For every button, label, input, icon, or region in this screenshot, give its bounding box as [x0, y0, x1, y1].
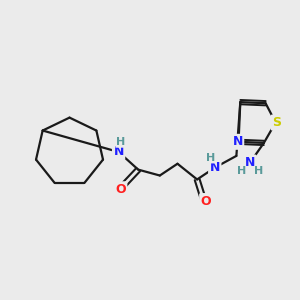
Text: S: S	[272, 116, 281, 129]
Text: H: H	[206, 153, 215, 163]
Text: H: H	[254, 167, 264, 176]
Text: N: N	[232, 135, 243, 148]
Text: N: N	[113, 146, 124, 158]
Text: N: N	[245, 156, 255, 169]
Text: N: N	[210, 161, 220, 174]
Text: H: H	[116, 137, 125, 147]
Text: H: H	[237, 167, 246, 176]
Text: O: O	[201, 194, 211, 208]
Text: O: O	[115, 183, 126, 196]
